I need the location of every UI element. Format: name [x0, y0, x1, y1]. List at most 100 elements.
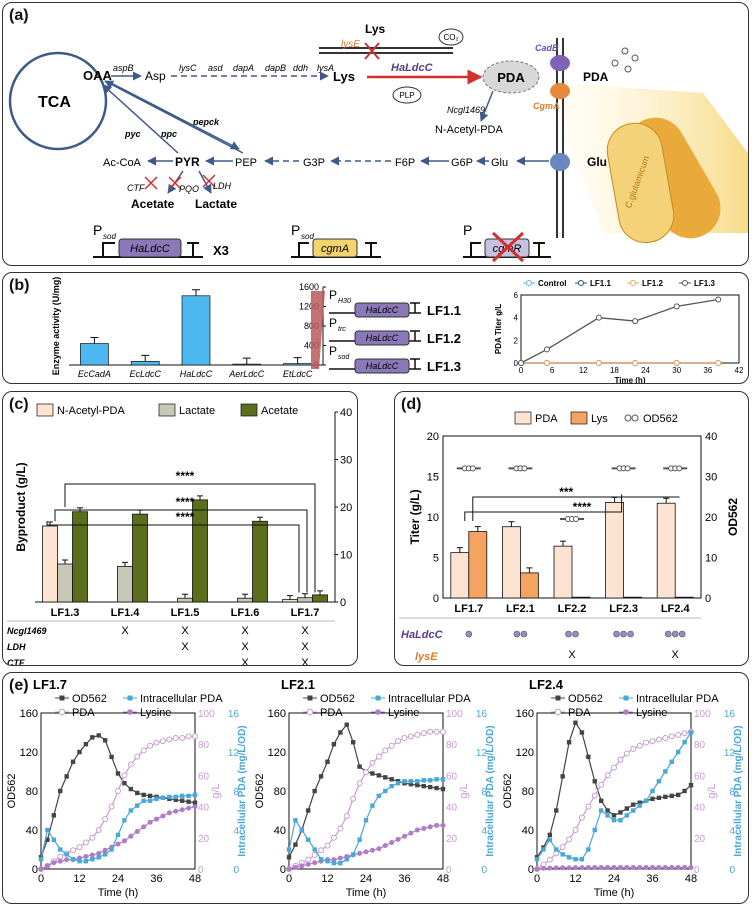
data-point	[656, 795, 662, 801]
copy-dot	[664, 630, 672, 638]
pqo-knockout-icon	[168, 176, 182, 190]
data-point	[173, 794, 178, 800]
data-point	[192, 733, 198, 740]
bar	[80, 343, 109, 366]
data-point	[350, 795, 357, 802]
enzyme-activity-chart: 040080012001600EcCadAEcLdcCHaLdcCAerLdcC…	[51, 277, 326, 379]
data-point	[605, 813, 610, 818]
data-point	[344, 722, 349, 727]
data-point	[598, 781, 605, 788]
data-point	[572, 827, 579, 833]
y-tick-label: 160	[268, 708, 286, 720]
data-point	[675, 749, 681, 755]
data-point	[141, 824, 147, 830]
data-point	[649, 738, 656, 745]
data-point	[650, 796, 655, 801]
cassette-cgmr: P cgmR	[463, 222, 551, 263]
data-point	[383, 775, 388, 780]
y3-tick-label: 8	[233, 787, 239, 798]
x-tick-label: 0	[286, 873, 292, 885]
y2-tick-label: 60	[198, 771, 210, 782]
x-tick-label: 48	[189, 873, 201, 885]
data-point	[673, 303, 680, 310]
significance-bracket	[464, 494, 623, 522]
y-tick-label: 160	[20, 708, 38, 720]
y2-tick-label: 0	[446, 865, 452, 876]
data-point	[306, 808, 311, 813]
significance-label: ****	[176, 510, 195, 524]
y-axis-label: Titer (g/L)	[408, 489, 422, 544]
data-point	[534, 866, 540, 872]
svg-text:PQO: PQO	[179, 184, 199, 194]
data-point	[427, 778, 433, 783]
y-axis-label: OD562	[6, 774, 18, 809]
promoter-sub: sod	[338, 354, 350, 361]
data-point	[566, 865, 572, 871]
data-point	[433, 728, 440, 735]
data-point	[179, 793, 185, 799]
data-point	[579, 857, 585, 862]
data-point	[325, 759, 330, 764]
y-tick-label: 10	[427, 512, 439, 524]
y3-tick-label: 16	[476, 709, 488, 720]
data-point	[637, 864, 643, 870]
x-tick-label: 24	[641, 366, 650, 375]
data-point	[147, 742, 154, 749]
y2-tick-label: 20	[705, 512, 717, 524]
y3-tick-label: 8	[481, 787, 487, 798]
svg-text:aspB: aspB	[113, 63, 134, 73]
data-point	[632, 360, 639, 366]
bar	[237, 597, 253, 603]
data-point	[543, 360, 550, 366]
y2-axis-label: OD562	[726, 498, 740, 536]
data-point	[192, 792, 198, 798]
y-tick-label: 80	[26, 786, 38, 798]
data-point	[605, 808, 610, 813]
data-point	[318, 857, 324, 862]
data-point	[44, 863, 50, 869]
legend-marker	[375, 695, 381, 701]
data-point	[382, 747, 389, 754]
lactate-label: Lactate	[195, 197, 237, 211]
y-tick-label: 80	[522, 786, 534, 798]
legend-label: Lys	[591, 413, 608, 425]
svg-text:CO₂: CO₂	[443, 33, 458, 42]
data-point	[573, 865, 578, 871]
data-point	[688, 864, 694, 870]
data-point	[598, 864, 604, 870]
oaa-label: OAA	[83, 68, 113, 83]
od-point	[624, 465, 631, 472]
data-point	[440, 822, 446, 828]
data-point	[331, 857, 337, 863]
y2-tick-label: 80	[694, 740, 706, 751]
data-point	[286, 855, 292, 860]
legend-marker	[624, 414, 632, 422]
svg-text:pepck: pepck	[192, 117, 220, 127]
data-point	[370, 803, 375, 808]
x-tick-label: 36	[398, 873, 410, 885]
panel-d-label: (d)	[401, 396, 422, 413]
data-point	[566, 855, 572, 860]
data-point	[38, 857, 44, 862]
data-point	[96, 850, 102, 856]
data-point	[592, 827, 597, 833]
svg-text:sod: sod	[301, 232, 314, 241]
data-point	[595, 360, 602, 366]
bar	[656, 502, 676, 599]
legend-marker	[307, 695, 313, 701]
data-point	[344, 857, 349, 862]
data-point	[383, 788, 388, 794]
significance-bracket	[54, 509, 308, 593]
y-tick-label: 40	[274, 825, 286, 837]
y-tick-label: 15	[427, 472, 439, 484]
data-point	[134, 753, 141, 760]
y-tick-label: 0	[514, 359, 519, 368]
y2-tick-label: 0	[198, 865, 204, 876]
legend-label: Control	[538, 279, 566, 288]
data-point	[292, 864, 298, 870]
legend-marker	[127, 709, 133, 715]
data-point	[546, 856, 553, 863]
legend-marker	[682, 280, 688, 286]
x-tick-label: LF1.7	[291, 607, 320, 619]
data-point	[186, 799, 191, 804]
